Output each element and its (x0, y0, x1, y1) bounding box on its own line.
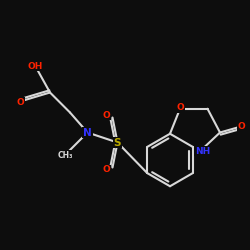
Text: O: O (102, 166, 110, 174)
Text: NH: NH (195, 147, 210, 156)
Text: CH₃: CH₃ (57, 150, 73, 160)
Text: N: N (83, 128, 92, 138)
Text: O: O (176, 103, 184, 112)
Text: O: O (238, 122, 245, 131)
Text: OH: OH (27, 62, 43, 71)
Text: O: O (102, 110, 110, 120)
Text: O: O (16, 98, 24, 107)
Text: S: S (114, 138, 121, 147)
